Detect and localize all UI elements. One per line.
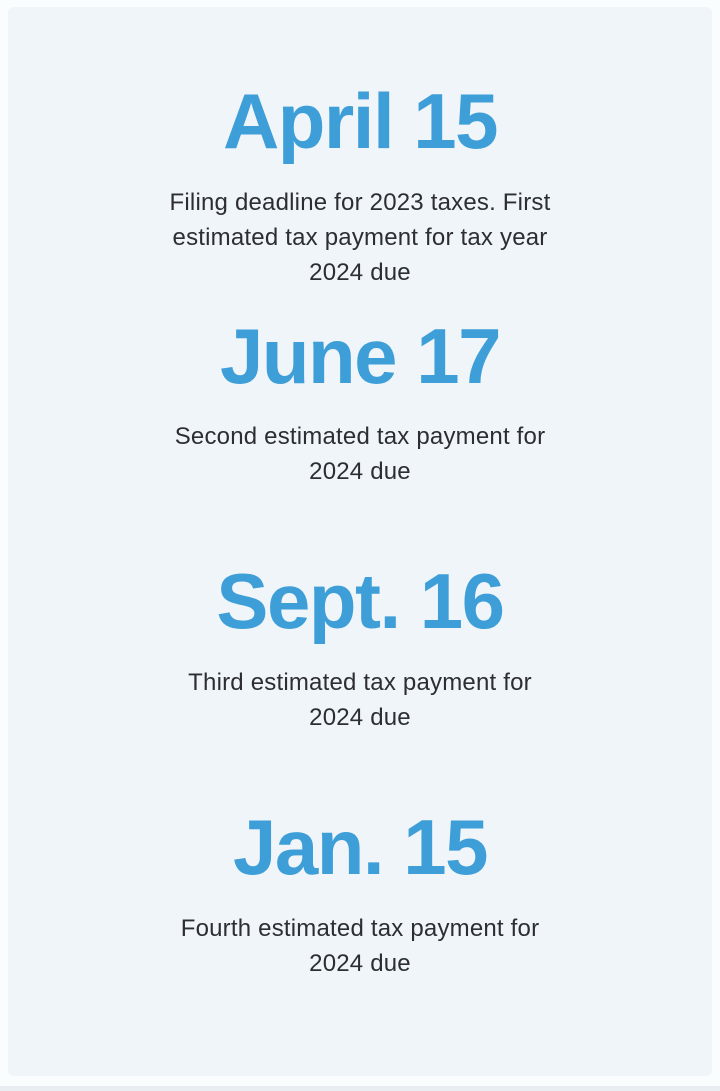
deadline-description: Fourth estimated tax payment for 2024 du… <box>180 914 540 977</box>
deadline-description: Filing deadline for 2023 taxes. First es… <box>169 188 551 286</box>
deadline-date: June 17 <box>220 311 501 400</box>
deadline-section-jan: Jan. 15 Fourth estimated tax payment for… <box>8 803 712 981</box>
deadline-section-sept: Sept. 16 Third estimated tax payment for… <box>8 557 712 735</box>
deadline-date: Jan. 15 <box>232 803 489 892</box>
deadline-date: Sept. 16 <box>216 557 505 646</box>
deadline-description: Second estimated tax payment for 2024 du… <box>174 423 546 486</box>
deadline-section-june: June 17 Second estimated tax payment for… <box>8 312 712 490</box>
deadline-description: Third estimated tax payment for 2024 due <box>188 669 532 732</box>
tax-deadlines-card: April 15 Filing deadline for 2023 taxes.… <box>8 7 712 1076</box>
deadline-date: April 15 <box>222 77 499 165</box>
deadline-section-april: April 15 Filing deadline for 2023 taxes.… <box>8 77 712 290</box>
